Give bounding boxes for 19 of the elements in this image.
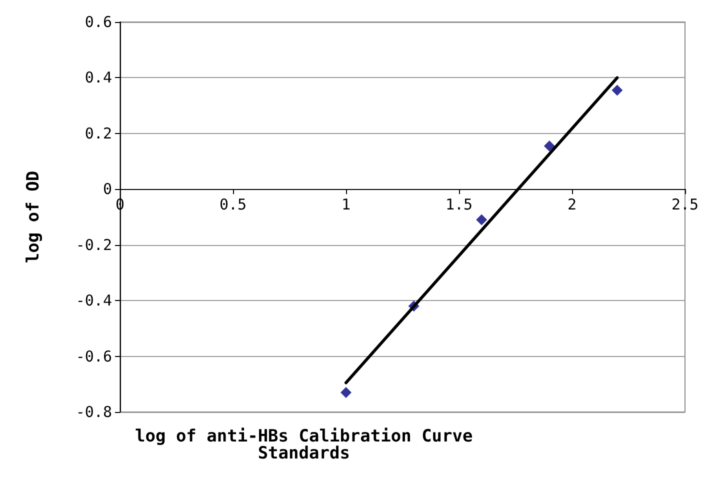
- y-axis-title: log of OD: [24, 170, 44, 264]
- y-tick-label: 0.2: [84, 124, 112, 142]
- y-tick-label: -0.2: [76, 236, 112, 254]
- y-tick-label: -0.4: [76, 292, 112, 310]
- x-tick-label: 2: [567, 196, 577, 214]
- y-tick-label: -0.6: [76, 347, 112, 366]
- point: [544, 140, 555, 152]
- x-tick-label: 1.5: [445, 196, 473, 214]
- y-tick-label: -0.8: [76, 403, 112, 421]
- y-tick-label: 0.6: [84, 13, 112, 31]
- point: [476, 214, 488, 226]
- point: [340, 387, 352, 398]
- y-tick-label: 0: [102, 180, 112, 198]
- x-tick-label: 1: [341, 196, 351, 214]
- x-tick-label: 2.5: [671, 196, 699, 214]
- point: [612, 84, 623, 96]
- y-tick-label: 0.4: [84, 68, 112, 87]
- x-axis-title: log of anti-HBs Calibration Curve Standards: [134, 426, 473, 464]
- x-tick-label: 0.5: [219, 196, 247, 214]
